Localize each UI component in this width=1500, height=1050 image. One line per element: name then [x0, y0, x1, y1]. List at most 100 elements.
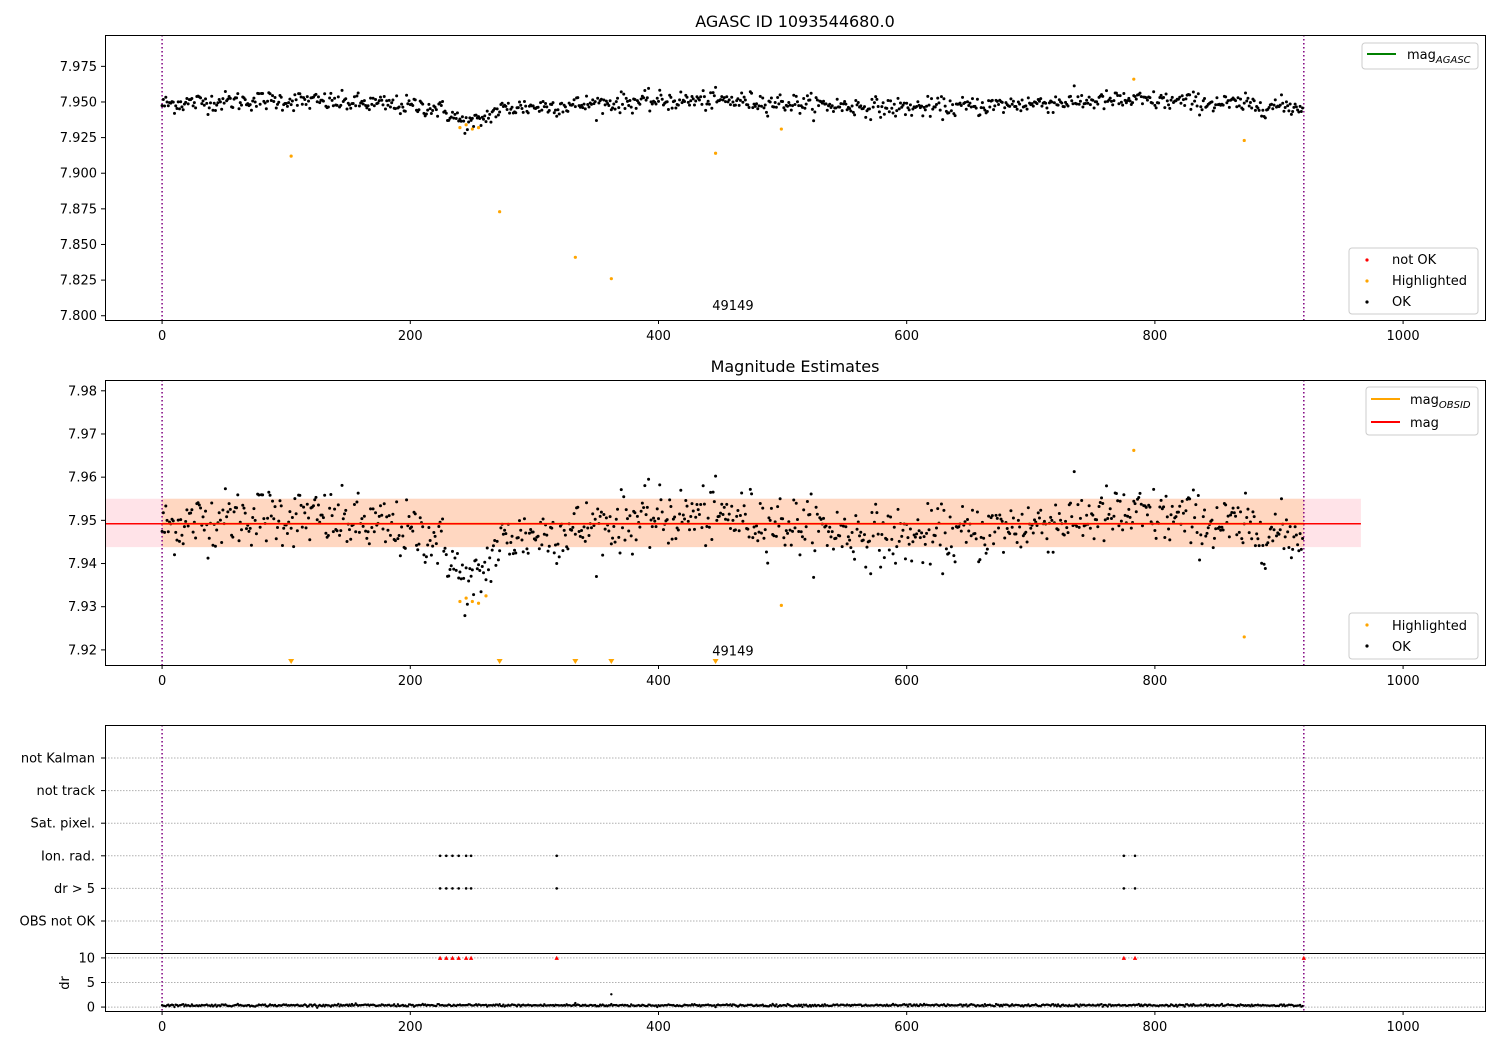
- ok-point: [200, 102, 204, 106]
- ok-point: [891, 552, 895, 556]
- ok-point: [190, 96, 194, 100]
- ok-point: [570, 528, 574, 532]
- ok-point: [288, 510, 292, 514]
- ok-point: [969, 534, 973, 538]
- ok-point: [166, 530, 170, 534]
- ok-point: [496, 558, 500, 562]
- ok-point: [1239, 97, 1243, 101]
- ok-point: [240, 528, 244, 532]
- ok-point: [1167, 527, 1171, 531]
- ok-point: [746, 527, 750, 531]
- panel2-frame: [105, 380, 1486, 666]
- ok-point: [1011, 99, 1015, 103]
- ok-point: [447, 574, 451, 578]
- ok-point: [578, 534, 582, 538]
- ok-point: [752, 525, 756, 529]
- ok-point: [544, 101, 548, 105]
- ok-point: [1108, 96, 1112, 100]
- ok-point: [814, 505, 818, 509]
- ok-point: [1037, 516, 1041, 520]
- ok-point: [604, 516, 608, 520]
- ok-point: [326, 105, 330, 109]
- ok-point: [772, 534, 776, 538]
- ok-point: [1180, 94, 1184, 98]
- ok-point: [272, 99, 276, 103]
- ok-point: [444, 553, 448, 557]
- ok-point: [562, 528, 566, 532]
- ok-point: [344, 97, 348, 101]
- ok-point: [292, 545, 296, 549]
- ok-point: [1245, 99, 1249, 103]
- ok-point: [1008, 532, 1012, 536]
- ok-point: [410, 525, 414, 529]
- ok-point: [594, 574, 598, 578]
- ok-point: [787, 520, 791, 524]
- ok-point: [742, 95, 746, 99]
- ok-point: [670, 537, 674, 541]
- ok-point: [257, 493, 261, 497]
- ok-point: [349, 106, 353, 110]
- ok-point: [1284, 100, 1288, 104]
- ok-point: [290, 516, 294, 520]
- ok-point: [486, 568, 490, 572]
- ok-point: [809, 492, 813, 496]
- ok-point: [1015, 541, 1019, 545]
- dr-point: [219, 1004, 222, 1008]
- ok-point: [443, 546, 447, 550]
- ok-point: [315, 100, 319, 104]
- ok-point: [917, 529, 921, 533]
- ok-point: [498, 549, 502, 553]
- ok-point: [1056, 103, 1060, 107]
- ok-point: [279, 95, 283, 99]
- ok-point: [660, 97, 664, 101]
- ok-point: [304, 526, 308, 530]
- ok-point: [988, 533, 992, 537]
- ok-point: [207, 536, 211, 540]
- ok-point: [561, 110, 565, 114]
- ok-point: [1261, 108, 1265, 112]
- ok-point: [427, 102, 431, 106]
- ok-point: [555, 562, 559, 566]
- ok-point: [463, 614, 467, 618]
- ok-point: [848, 538, 852, 542]
- ok-point: [1118, 499, 1122, 503]
- ok-point: [1020, 512, 1024, 516]
- ok-point: [210, 501, 214, 505]
- ok-point: [644, 98, 648, 102]
- ok-point: [261, 493, 265, 497]
- ok-point: [1122, 92, 1126, 96]
- ok-point: [621, 102, 624, 106]
- dr-point: [1298, 1003, 1302, 1007]
- ok-point: [686, 100, 690, 104]
- ok-point: [360, 517, 364, 521]
- ok-point: [257, 92, 261, 96]
- ok-point: [845, 542, 849, 546]
- ok-point: [1000, 519, 1004, 523]
- ok-point: [660, 510, 664, 514]
- ok-point: [504, 104, 508, 108]
- ok-point: [1299, 110, 1303, 114]
- ok-point: [1188, 93, 1192, 97]
- ok-point: [704, 108, 708, 112]
- ok-point: [340, 483, 344, 487]
- ok-point: [805, 499, 809, 503]
- ok-point: [623, 107, 627, 111]
- ok-point: [1267, 535, 1271, 539]
- ok-point: [472, 593, 476, 597]
- ok-point: [400, 525, 404, 529]
- ok-point: [1246, 96, 1250, 100]
- ok-point: [901, 528, 905, 532]
- ok-point: [171, 100, 175, 104]
- ok-point: [176, 518, 180, 522]
- ok-point: [913, 535, 917, 539]
- ok-point: [1086, 101, 1090, 105]
- ok-point: [813, 549, 817, 553]
- ok-point: [1199, 105, 1203, 109]
- flag-point: [451, 887, 454, 890]
- ok-point: [349, 537, 353, 541]
- ok-point: [434, 108, 438, 112]
- ok-point: [597, 101, 601, 105]
- ok-point: [1183, 104, 1187, 108]
- ok-point: [330, 514, 334, 518]
- ok-point: [258, 525, 262, 529]
